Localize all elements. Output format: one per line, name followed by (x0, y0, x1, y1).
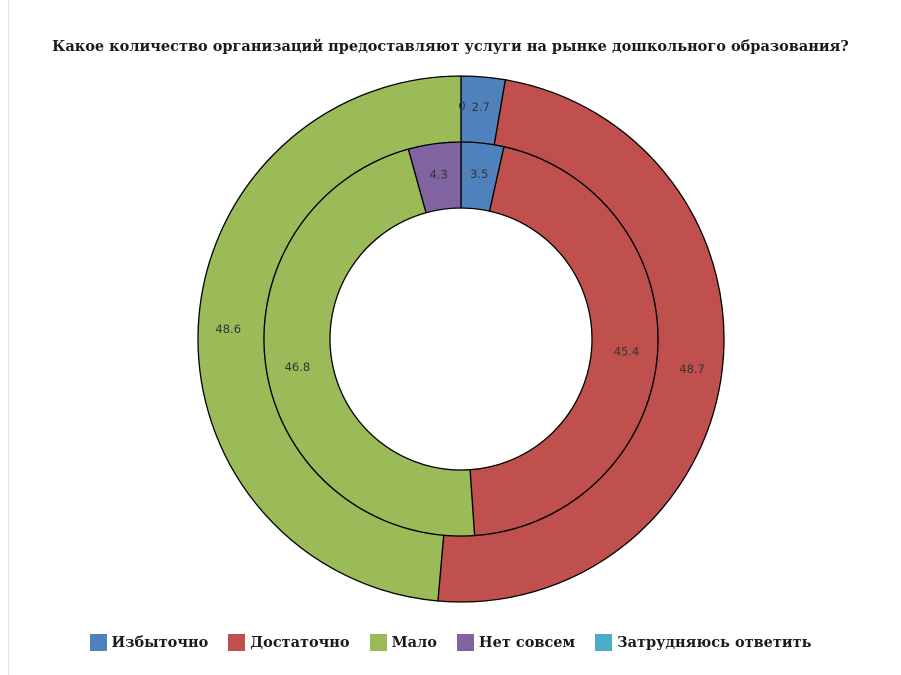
inner-ring-slice-2 (263, 148, 476, 537)
outer-ring-value-label-3: 0 (458, 99, 465, 113)
legend-swatch-4 (595, 634, 613, 651)
legend-label-4: Затрудняюсь ответить (617, 634, 812, 651)
legend-label-3: Нет совсем (478, 634, 576, 651)
legend-item-1[interactable]: Достаточно (228, 634, 350, 651)
legend-item-3[interactable]: Нет совсем (456, 634, 576, 651)
outer-ring-value-label-0: 2.7 (472, 100, 490, 114)
inner-ring-value-label-2: 46.8 (285, 360, 311, 374)
outer-ring-value-label-2: 48.6 (215, 322, 241, 336)
legend-item-0[interactable]: Избыточно (89, 634, 209, 651)
chart-frame-border (8, 0, 9, 675)
inner-ring-value-label-0: 3.5 (470, 167, 488, 181)
legend-item-4[interactable]: Затрудняюсь ответить (595, 634, 811, 651)
chart-title: Какое количество организаций предоставля… (52, 38, 849, 55)
legend-item-2[interactable]: Мало (369, 634, 437, 651)
chart-legend: Избыточно Достаточно Мало Нет совсем Затрудн… (0, 634, 901, 651)
inner-ring-slice-3 (407, 141, 462, 214)
inner-ring-value-label-3: 4.3 (429, 168, 447, 182)
outer-ring-value-label-1: 48.7 (679, 362, 705, 376)
legend-label-2: Мало (391, 634, 437, 651)
legend-label-1: Достаточно (250, 634, 350, 651)
legend-swatch-1 (228, 634, 246, 651)
inner-ring-slice-1 (469, 145, 659, 537)
legend-label-0: Избыточно (111, 634, 209, 651)
legend-swatch-3 (456, 634, 474, 651)
legend-swatch-2 (369, 634, 387, 651)
legend-swatch-0 (89, 634, 107, 651)
inner-ring-value-label-1: 45.4 (614, 345, 640, 359)
